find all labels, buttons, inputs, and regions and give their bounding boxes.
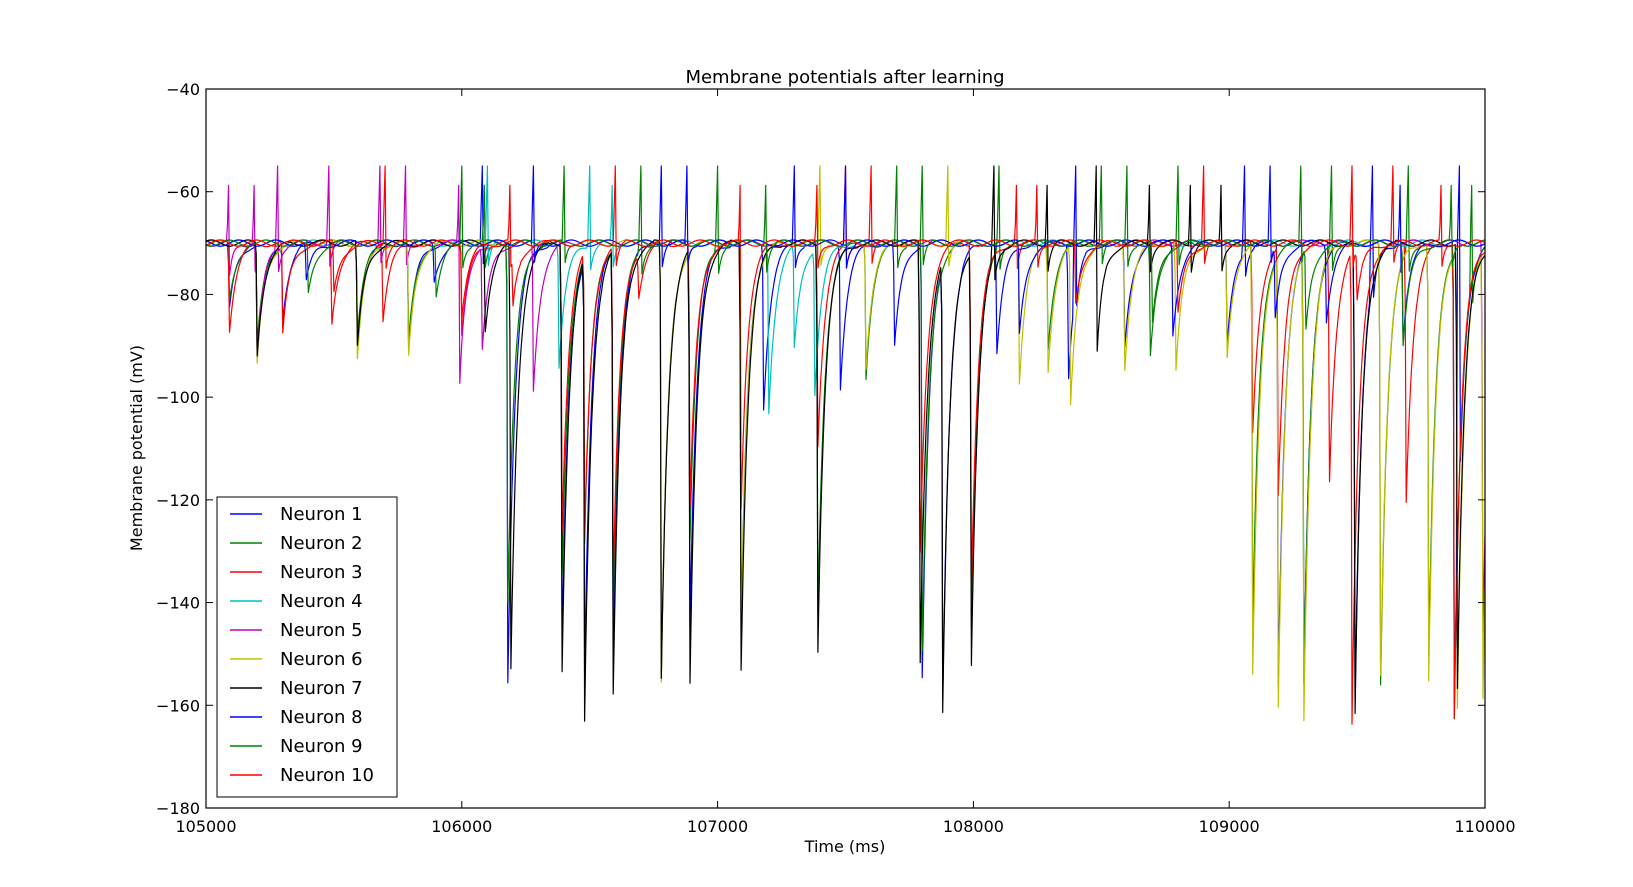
series-line-neuron-5 [206,165,1485,634]
legend-label: Neuron 4 [280,591,363,612]
y-tick-label: −180 [156,799,200,818]
axis-ticks: 105000 106000 107000 108000 109000 110000 −180… [156,80,1515,836]
y-tick-label: −100 [156,388,200,407]
x-tick-label: 107000 [687,817,748,836]
x-tick-label: 109000 [1199,817,1260,836]
legend-box [216,496,398,798]
legend-label: Neuron 2 [280,533,363,554]
series-line-neuron-10 [206,165,1485,319]
legend-label: Neuron 1 [280,504,363,525]
x-tick-label: 106000 [431,817,492,836]
y-tick-label: −160 [156,696,200,715]
y-tick-label: −120 [156,491,200,510]
legend-label: Neuron 7 [280,678,363,699]
legend-label: Neuron 6 [280,649,363,670]
legend-label: Neuron 10 [280,765,374,786]
x-tick-label: 110000 [1454,817,1515,836]
chart-title: Membrane potentials after learning [685,67,1004,88]
legend-label: Neuron 8 [280,707,363,728]
x-tick-label: 105000 [175,817,236,836]
y-axis-label: Membrane potential (mV) [127,345,146,551]
x-tick-label: 108000 [943,817,1004,836]
legend: Neuron 1 Neuron 2 Neuron 3 Neuron 4 Neuron 5… [216,496,398,798]
series-line-neuron-9 [206,165,1485,347]
series-line-neuron-2 [206,165,1485,720]
y-tick-label: −80 [166,285,200,304]
legend-label: Neuron 5 [280,620,363,641]
legend-label: Neuron 9 [280,736,363,757]
plot-frame [205,88,1486,809]
y-tick-label: −60 [166,183,200,202]
y-tick-label: −40 [166,80,200,99]
y-tick-label: −140 [156,594,200,613]
x-axis-label: Time (ms) [804,837,886,856]
legend-label: Neuron 3 [280,562,363,583]
plot-area [206,165,1485,725]
